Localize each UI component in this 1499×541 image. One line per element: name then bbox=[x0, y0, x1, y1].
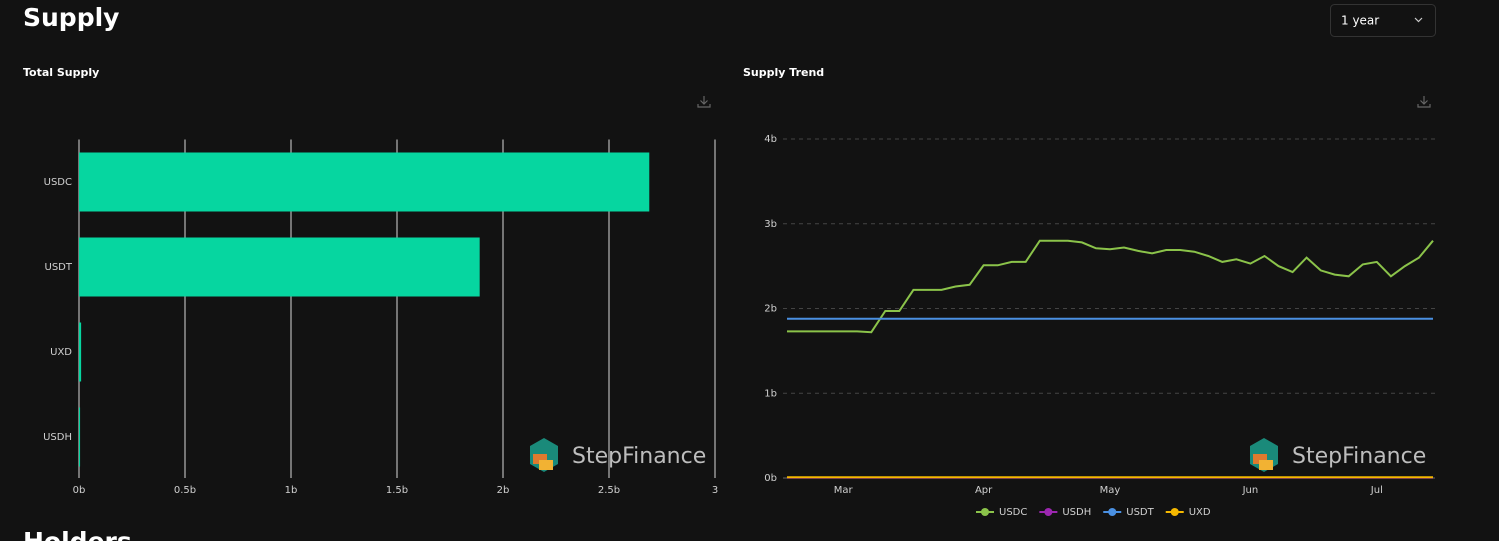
y-tick-label: 2b bbox=[764, 304, 777, 315]
x-tick-label: May bbox=[1100, 485, 1121, 496]
logo bbox=[533, 454, 547, 464]
logo bbox=[1253, 454, 1267, 464]
series-line bbox=[787, 239, 1434, 334]
legend-swatch bbox=[1170, 508, 1179, 516]
x-tick-label: 0b bbox=[73, 485, 86, 496]
download-icon bbox=[697, 96, 711, 108]
logo bbox=[539, 460, 553, 470]
y-tick-label: USDH bbox=[43, 432, 72, 443]
x-tick-label: Mar bbox=[834, 485, 854, 496]
bar bbox=[79, 407, 81, 467]
range-select-label[interactable]: 1 year bbox=[1341, 14, 1379, 28]
bar bbox=[79, 152, 650, 212]
chevron bbox=[1414, 17, 1423, 23]
x-tick-label: 1b bbox=[285, 485, 298, 496]
section-title: Supply bbox=[23, 3, 119, 32]
range-select[interactable] bbox=[1330, 4, 1436, 37]
watermark: StepFinance bbox=[1292, 444, 1426, 469]
legend-swatch bbox=[1108, 508, 1117, 516]
watermark: StepFinance bbox=[572, 444, 706, 469]
y-tick-label: 1b bbox=[764, 388, 777, 399]
next-section-title: Holders bbox=[23, 527, 132, 541]
legend-label: USDH bbox=[1062, 507, 1091, 518]
legend-label: USDT bbox=[1126, 507, 1154, 518]
legend-label: UXD bbox=[1189, 507, 1211, 518]
legend-swatch bbox=[981, 508, 989, 516]
x-tick-label: 2b bbox=[497, 485, 510, 496]
x-tick-label: 0.5b bbox=[174, 485, 196, 496]
legend-label: USDC bbox=[999, 507, 1027, 518]
x-tick-label: 1.5b bbox=[386, 485, 408, 496]
y-tick-label: USDT bbox=[45, 262, 73, 273]
y-tick-label: UXD bbox=[50, 347, 72, 358]
download-icon bbox=[1417, 96, 1431, 108]
chart-title: Total Supply bbox=[23, 66, 99, 79]
legend-swatch bbox=[1044, 508, 1053, 516]
logo bbox=[1259, 460, 1273, 470]
y-tick-label: USDC bbox=[44, 177, 72, 188]
y-tick-label: 0b bbox=[764, 473, 777, 484]
chart-title: Supply Trend bbox=[743, 66, 824, 79]
x-tick-label: 2.5b bbox=[598, 485, 620, 496]
x-tick-label: Jun bbox=[1242, 485, 1259, 496]
y-tick-label: 3b bbox=[764, 219, 777, 230]
bar bbox=[79, 237, 480, 297]
x-tick-label: 3 bbox=[712, 485, 718, 496]
x-tick-label: Apr bbox=[975, 485, 993, 496]
y-tick-label: 4b bbox=[764, 134, 777, 145]
x-tick-label: Jul bbox=[1370, 485, 1383, 496]
bar bbox=[79, 322, 82, 382]
